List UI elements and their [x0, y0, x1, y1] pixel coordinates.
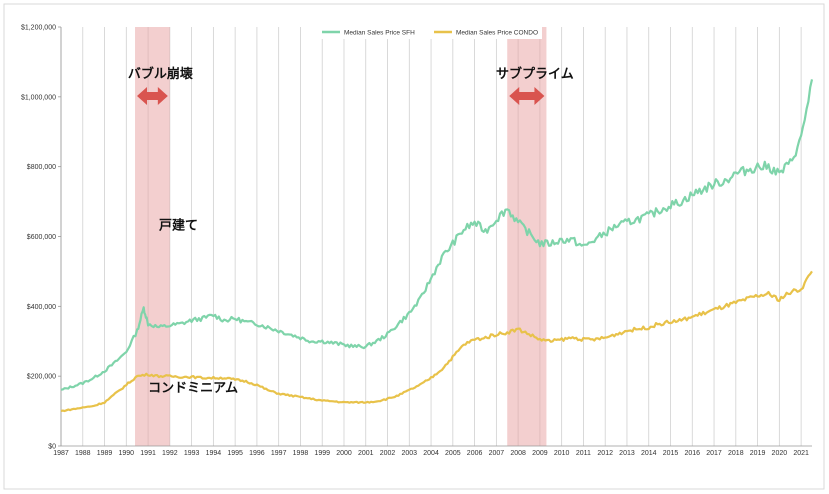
x-tick-label: 1988 [75, 450, 91, 457]
x-tick-label: 2011 [576, 450, 591, 457]
highlight-band [507, 27, 547, 446]
x-tick-label: 2013 [619, 450, 635, 457]
x-tick-label: 1992 [162, 450, 178, 457]
x-tick-label: 1999 [314, 450, 330, 457]
x-tick-label: 2010 [554, 450, 570, 457]
series-line-sfh [60, 79, 814, 391]
x-tick-label: 2019 [750, 450, 766, 457]
axes: 1987 1988 1989 1990 1991 1992 1993 1994 1995 1996… [21, 25, 812, 457]
x-tick-label: 2015 [663, 450, 679, 457]
series-line-condo [60, 270, 813, 413]
x-tick-label: 1995 [227, 450, 243, 457]
y-tick-label: $1,000,000 [21, 94, 56, 101]
x-tick-label: 1998 [293, 450, 309, 457]
x-tick-label: 2000 [336, 450, 352, 457]
x-tick-label: 2003 [402, 450, 418, 457]
x-tick-label: 2012 [597, 450, 613, 457]
highlight-label: サブプライム [496, 66, 574, 82]
y-tick-label: $600,000 [27, 234, 56, 241]
x-tick-label: 2021 [793, 450, 809, 457]
x-tick-label: 2020 [772, 450, 788, 457]
x-tick-label: 2009 [532, 450, 548, 457]
x-tick-label: 2014 [641, 450, 657, 457]
x-tick-label: 2016 [684, 450, 700, 457]
y-tick-label: $800,000 [27, 164, 56, 171]
y-tick-label: $0 [48, 444, 56, 451]
legend-label: Median Sales Price SFH [344, 30, 415, 37]
series-annotation: 戸建て [159, 218, 198, 234]
x-tick-label: 1994 [206, 450, 222, 457]
highlight-label: バブル崩壊 [128, 66, 194, 82]
x-tick-label: 2005 [445, 450, 461, 457]
legend: Median Sales Price SFH Median Sales Price… [316, 25, 542, 39]
x-tick-label: 1997 [271, 450, 287, 457]
x-tick-label: 2017 [706, 450, 722, 457]
series-lines [60, 79, 814, 413]
series-annotation: コンドミニアム [148, 381, 238, 396]
x-tick-label: 2001 [358, 450, 374, 457]
x-tick-label: 1996 [249, 450, 265, 457]
double-arrow-icon [137, 87, 168, 105]
x-tick-label: 1993 [184, 450, 200, 457]
x-tick-label: 1987 [53, 450, 69, 457]
y-tick-label: $1,200,000 [21, 25, 56, 32]
x-tick-label: 2004 [423, 450, 439, 457]
x-tick-label: 1989 [97, 450, 113, 457]
x-tick-label: 2008 [510, 450, 526, 457]
x-tick-label: 2018 [728, 450, 744, 457]
y-tick-label: $400,000 [27, 304, 56, 311]
x-tick-label: 2007 [489, 450, 505, 457]
double-arrow-icon [509, 87, 545, 105]
x-tick-label: 2002 [380, 450, 396, 457]
x-tick-label: 2006 [467, 450, 483, 457]
legend-box [316, 25, 542, 39]
legend-label: Median Sales Price CONDO [456, 30, 538, 37]
x-tick-label: 1990 [119, 450, 135, 457]
x-tick-label: 1991 [140, 450, 156, 457]
y-tick-label: $200,000 [27, 374, 56, 381]
